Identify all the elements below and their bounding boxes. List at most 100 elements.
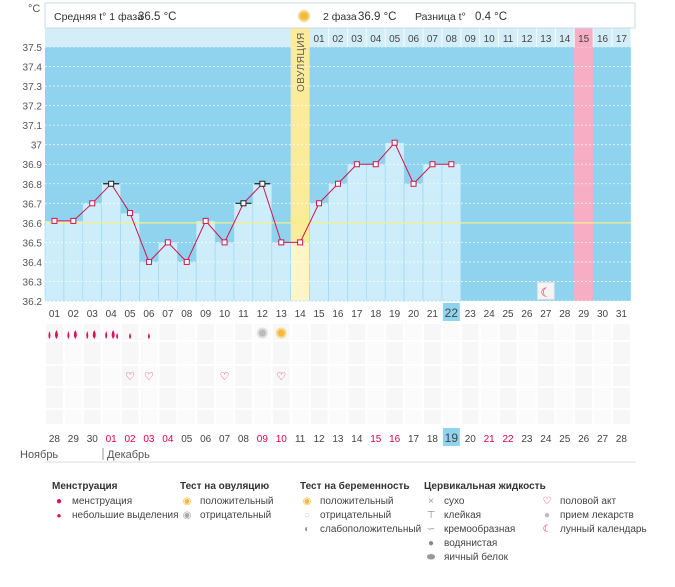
event-cell <box>310 342 328 364</box>
luteal-day-label: 02 <box>332 34 344 45</box>
temperature-point <box>89 200 96 207</box>
event-cell <box>556 410 574 424</box>
event-cell <box>367 342 385 364</box>
event-cell <box>178 324 196 340</box>
event-cell <box>140 324 158 340</box>
event-cell <box>253 342 271 364</box>
event-cell <box>424 388 441 408</box>
event-cell <box>46 324 63 340</box>
legend-item-label: водянистая <box>444 538 498 549</box>
y-tick-label: 37.3 <box>23 82 43 93</box>
date-label: 26 <box>578 434 590 445</box>
event-cell <box>329 410 347 424</box>
diff-value: 0.4 °C <box>475 11 507 23</box>
event-cell <box>159 324 177 340</box>
cycle-day-label: 11 <box>238 309 249 320</box>
event-cell <box>499 366 517 386</box>
date-label: 17 <box>408 434 420 445</box>
cycle-day-label: 29 <box>578 309 590 320</box>
event-cell <box>291 410 309 424</box>
date-label: 08 <box>238 434 250 445</box>
temperature-point <box>410 180 417 187</box>
event-cell <box>556 342 574 364</box>
event-cell <box>310 324 328 340</box>
event-cell <box>140 342 158 364</box>
temperature-line: ☾ <box>51 139 555 300</box>
event-cell <box>64 342 82 364</box>
legend-item: ◐ слабоположительный <box>300 523 421 537</box>
temperature-point <box>221 239 228 246</box>
phase2-label: 2 фаза <box>323 11 357 23</box>
temperature-point <box>127 210 134 217</box>
luteal-day-label: 06 <box>408 34 420 45</box>
event-cell <box>197 366 215 386</box>
wave-icon: ∽ <box>426 524 436 535</box>
cycle-day-label: 02 <box>68 309 80 320</box>
legend-item-label: отрицательный <box>320 510 392 521</box>
temperature-bar <box>82 203 103 302</box>
legend-item-label: сухо <box>444 496 465 507</box>
legend-item-label: яичный белок <box>444 552 509 563</box>
circle-white-icon: ○ <box>303 510 311 521</box>
cycle-day-label: 23 <box>465 309 477 320</box>
event-cell <box>537 388 555 408</box>
temperature-bars <box>44 142 462 302</box>
cycle-day-label: 14 <box>295 309 307 320</box>
event-cell <box>272 410 290 424</box>
event-cell <box>121 366 139 386</box>
x-axis-cycle-days: 01 02 03 04 05 06 07 08 09 10 11 12 13 14 15 16 17 18 19 20… <box>49 303 627 321</box>
event-cell <box>216 342 233 364</box>
temperature-point <box>334 180 341 187</box>
luteal-day-label: 03 <box>351 34 363 45</box>
event-cell <box>329 324 347 340</box>
luteal-day-label: 01 <box>313 34 325 45</box>
legend-item: × сухо <box>424 495 546 509</box>
event-cell <box>348 388 366 408</box>
event-cell <box>121 388 139 408</box>
date-label: 29 <box>68 434 80 445</box>
temperature-point <box>145 258 152 265</box>
ovulation-label: ОВУЛЯЦИЯ <box>296 32 307 92</box>
event-cell <box>480 388 498 408</box>
event-cell <box>537 410 555 424</box>
event-cell <box>46 366 63 386</box>
legend-item: ● водянистая <box>424 537 546 551</box>
event-cell <box>594 410 611 424</box>
event-cell <box>386 324 404 340</box>
event-cell <box>235 410 252 424</box>
event-cell <box>329 388 347 408</box>
temperature-bar <box>63 220 84 302</box>
event-cell <box>253 388 271 408</box>
temperature-point <box>202 217 209 224</box>
circle-orange-icon: ◉ <box>182 496 192 507</box>
date-label: 14 <box>351 434 363 445</box>
unit-label: °C <box>28 3 40 15</box>
event-cell <box>594 388 611 408</box>
event-cell <box>594 342 611 364</box>
event-cell <box>178 388 196 408</box>
legend-item: ● небольшие выделения <box>52 509 179 523</box>
legend: Менструация ● менструация ● небольшие выделе… <box>52 481 652 581</box>
cycle-day-label: 07 <box>162 309 174 320</box>
event-cell <box>83 342 101 364</box>
drop-gray-icon: ● <box>427 538 435 549</box>
sun-icon <box>298 10 310 22</box>
event-cell <box>461 410 479 424</box>
circle-orange-icon: ◉ <box>302 496 312 507</box>
date-label: 06 <box>200 434 212 445</box>
event-cell <box>102 388 120 408</box>
event-cell <box>461 366 479 386</box>
event-cell <box>159 366 177 386</box>
y-axis: 36.2 36.3 36.4 36.5 36.6 36.7 36.8 36.9 37 37.1 37… <box>23 43 43 308</box>
moon-box <box>536 281 555 300</box>
cycle-day-label: 16 <box>332 309 344 320</box>
event-cell <box>405 366 422 386</box>
luteal-day-label: 13 <box>540 34 552 45</box>
temperature-bar <box>384 142 405 302</box>
event-cell <box>594 324 611 340</box>
month-next-label: Декабрь <box>107 449 150 461</box>
legend-item: ○ отрицательный <box>300 509 421 523</box>
event-cell <box>367 366 385 386</box>
luteal-day-label: 08 <box>446 34 458 45</box>
